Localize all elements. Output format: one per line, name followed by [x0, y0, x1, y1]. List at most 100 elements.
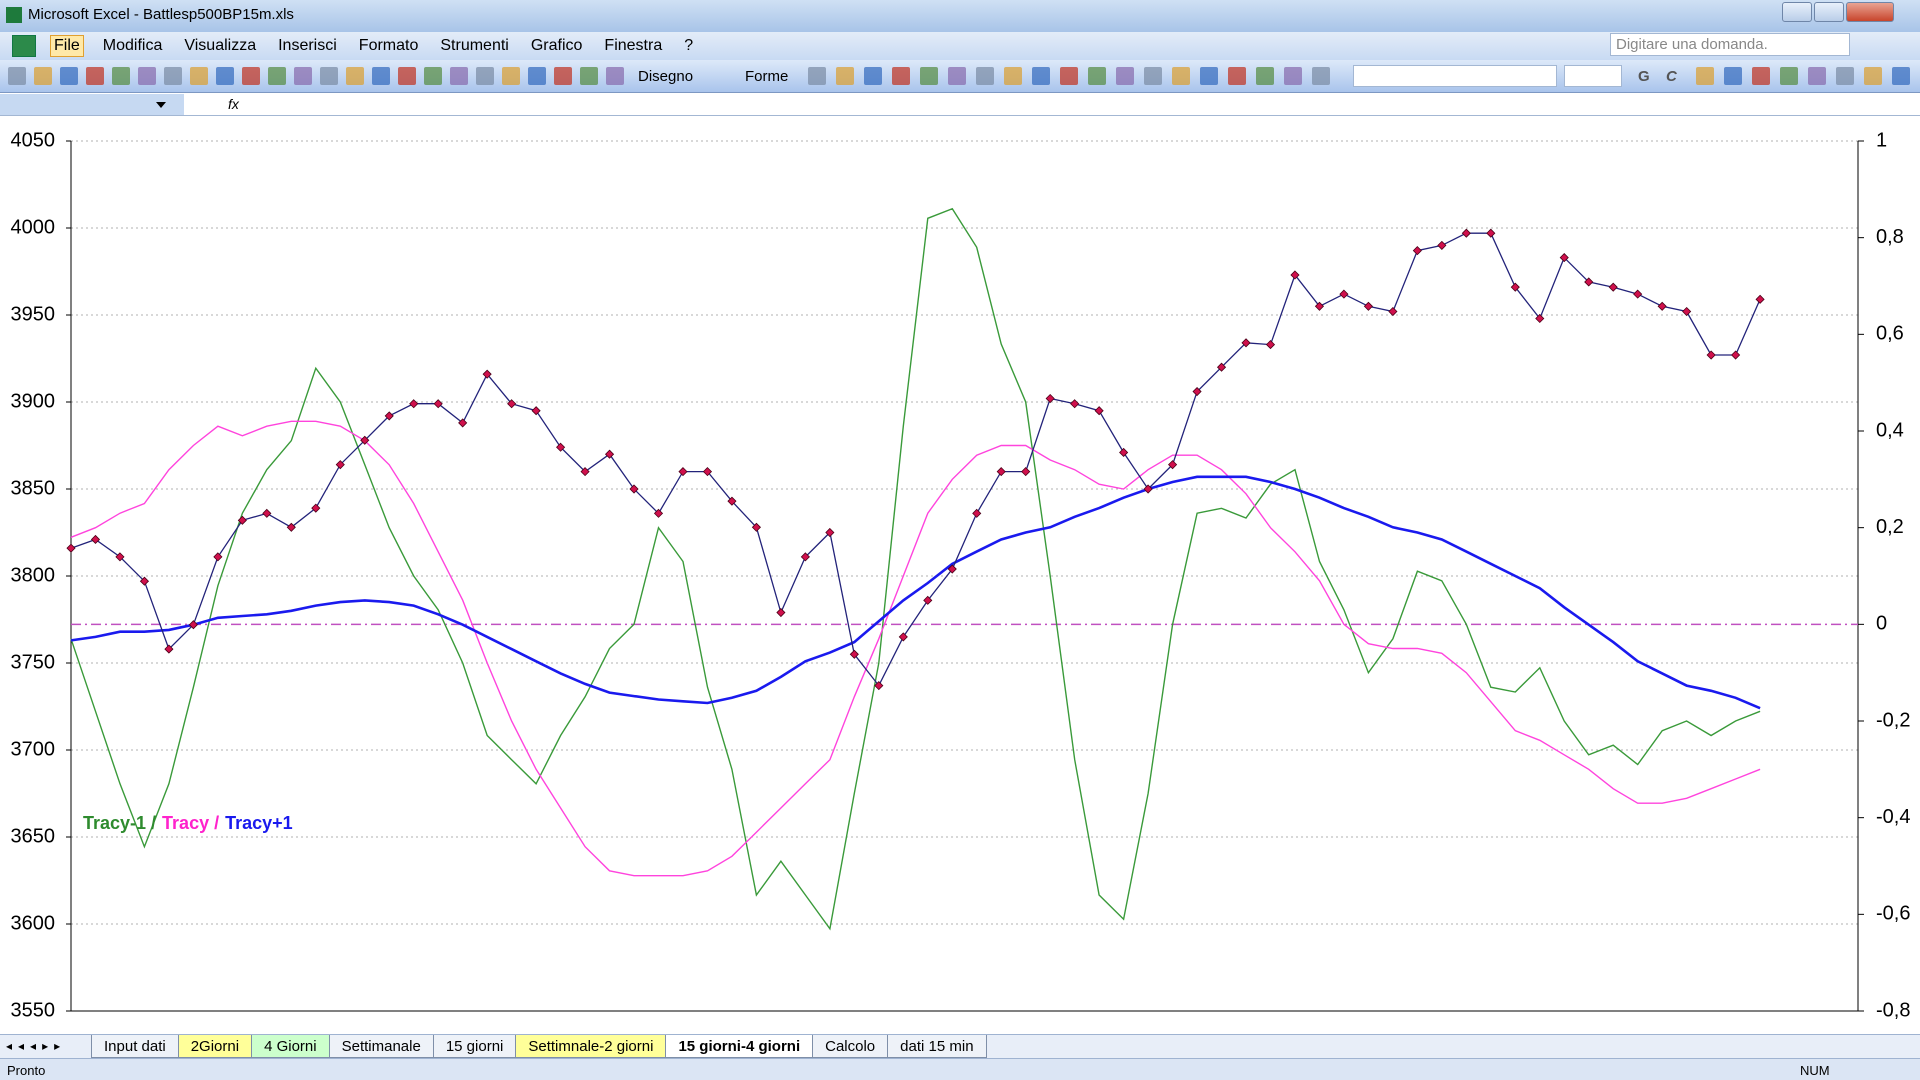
data-point [1388, 306, 1398, 317]
toolbar-button[interactable] [216, 67, 234, 85]
sheet-tab[interactable]: 15 giorni [432, 1035, 517, 1058]
toolbar-button[interactable] [892, 67, 910, 85]
shapes-menu[interactable]: Forme [745, 68, 789, 85]
toolbar-button[interactable] [1060, 67, 1078, 85]
toolbar-button[interactable] [1200, 67, 1218, 85]
toolbar-button[interactable] [1752, 67, 1770, 85]
drawing-menu[interactable]: Disegno [638, 68, 694, 85]
menu-item[interactable]: File [50, 35, 84, 57]
sheet-tab[interactable]: Calcolo [812, 1035, 889, 1058]
toolbar-button[interactable] [580, 67, 598, 85]
toolbar-button[interactable] [268, 67, 286, 85]
data-point [800, 552, 810, 562]
toolbar-button[interactable] [60, 67, 78, 85]
size-combo[interactable] [1564, 65, 1622, 87]
data-point [139, 576, 150, 586]
toolbar-button[interactable] [1696, 67, 1714, 85]
toolbar-button[interactable] [1256, 67, 1274, 85]
toolbar-button[interactable] [398, 67, 416, 85]
toolbar-button[interactable] [1724, 67, 1742, 85]
toolbar-button[interactable] [1312, 67, 1330, 85]
toolbar-button[interactable] [190, 67, 208, 85]
toolbar-button[interactable] [1808, 67, 1826, 85]
toolbar-button[interactable] [34, 67, 52, 85]
toolbar-button[interactable] [1864, 67, 1882, 85]
sheet-tab[interactable]: Settimnale-2 giorni [515, 1035, 667, 1058]
window-title: Microsoft Excel - Battlesp500BP15m.xls [28, 6, 294, 23]
toolbar-button[interactable] [86, 67, 104, 85]
toolbar-button[interactable] [1284, 67, 1302, 85]
toolbar-button[interactable] [8, 67, 26, 85]
name-box[interactable] [0, 94, 184, 115]
toolbar-button[interactable] [920, 67, 938, 85]
help-search[interactable]: Digitare una domanda. [1610, 33, 1850, 56]
sheet-tab[interactable]: 4 Giorni [251, 1035, 330, 1058]
toolbar-button[interactable] [606, 67, 624, 85]
data-point [360, 435, 370, 445]
data-point [1119, 447, 1129, 458]
italic-button[interactable]: C [1666, 68, 1677, 85]
minimize-button[interactable] [1782, 2, 1812, 22]
menu-item[interactable]: ? [684, 37, 694, 54]
toolbar-button[interactable] [554, 67, 572, 85]
toolbar-button[interactable] [320, 67, 338, 85]
menu-item[interactable]: Strumenti [440, 37, 509, 54]
workbook-icon[interactable] [12, 35, 36, 57]
tab-nav[interactable]: ◂◂◂▸▸ [6, 1039, 67, 1053]
y2-tick-label: 0,8 [1876, 226, 1904, 248]
data-point [947, 564, 957, 574]
menu-item[interactable]: Visualizza [184, 37, 257, 54]
toolbar-button[interactable] [476, 67, 494, 85]
toolbar-button[interactable] [528, 67, 546, 85]
name-box-arrow[interactable] [156, 102, 166, 113]
font-combo[interactable] [1353, 65, 1557, 87]
toolbar-button[interactable] [502, 67, 520, 85]
toolbar-button[interactable] [864, 67, 882, 85]
data-point [164, 644, 174, 654]
toolbar-button[interactable] [1172, 67, 1190, 85]
data-point [237, 515, 247, 525]
toolbar-button[interactable] [1144, 67, 1162, 85]
toolbar-button[interactable] [372, 67, 390, 85]
y2-tick-label: 0 [1876, 613, 1887, 635]
toolbar-button[interactable] [808, 67, 826, 85]
menu-item[interactable]: Inserisci [278, 37, 337, 54]
data-point [1021, 467, 1031, 477]
toolbar-button[interactable] [1004, 67, 1022, 85]
data-point [776, 607, 786, 618]
toolbar-button[interactable] [1228, 67, 1246, 85]
data-point [825, 527, 835, 538]
toolbar-button[interactable] [138, 67, 156, 85]
menu-item[interactable]: Grafico [530, 37, 583, 54]
toolbar-button[interactable] [948, 67, 966, 85]
toolbar-button[interactable] [1088, 67, 1106, 85]
toolbar-button[interactable] [1032, 67, 1050, 85]
toolbar-button[interactable] [1780, 67, 1798, 85]
toolbar-button[interactable] [1892, 67, 1910, 85]
toolbar-button[interactable] [294, 67, 312, 85]
toolbar-button[interactable] [164, 67, 182, 85]
toolbar-button[interactable] [1116, 67, 1134, 85]
toolbar-button[interactable] [836, 67, 854, 85]
sheet-tab[interactable]: dati 15 min [887, 1035, 987, 1058]
toolbar-button[interactable] [112, 67, 130, 85]
close-button[interactable] [1846, 2, 1894, 22]
toolbar-button[interactable] [976, 67, 994, 85]
data-point [1682, 306, 1692, 317]
fx-button[interactable]: fx [228, 96, 239, 112]
toolbar-button[interactable] [424, 67, 442, 85]
toolbar-button[interactable] [242, 67, 260, 85]
menu-item[interactable]: Modifica [102, 37, 163, 54]
toolbar-button[interactable] [346, 67, 364, 85]
sheet-tab[interactable]: 15 giorni-4 giorni [665, 1035, 814, 1058]
menu-item[interactable]: Formato [358, 37, 419, 54]
toolbar-button[interactable] [450, 67, 468, 85]
sheet-tab[interactable]: Settimanale [328, 1035, 434, 1058]
toolbar-button[interactable] [1836, 67, 1854, 85]
menu-item[interactable]: Finestra [604, 37, 663, 54]
y2-tick-label: 0,6 [1876, 323, 1904, 345]
bold-button[interactable]: G [1638, 68, 1650, 85]
sheet-tab[interactable]: Input dati [91, 1035, 179, 1058]
sheet-tab[interactable]: 2Giorni [177, 1035, 253, 1058]
maximize-button[interactable] [1814, 2, 1844, 22]
